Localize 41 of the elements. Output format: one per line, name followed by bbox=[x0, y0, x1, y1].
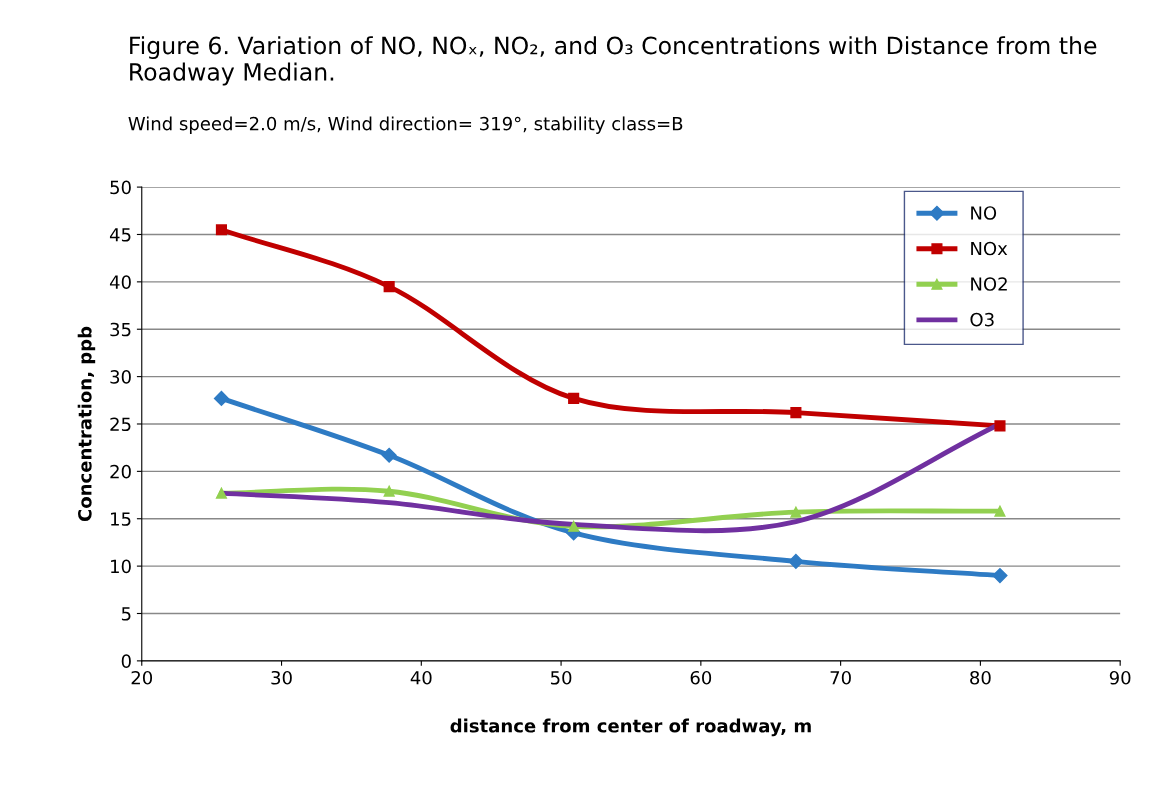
y-tick-label: 5 bbox=[121, 607, 131, 621]
y-tick-label: 45 bbox=[109, 228, 131, 242]
legend-label: O3 bbox=[970, 312, 994, 327]
point bbox=[383, 485, 395, 497]
y-tick-label: 25 bbox=[110, 417, 131, 432]
point bbox=[568, 392, 580, 404]
point bbox=[381, 447, 397, 463]
chart-title: Figure 6. Variation of NO, NOₓ, NO₂, and O₃ Concentrations with Distance from the Roadway Median. bbox=[130, 36, 1097, 86]
point bbox=[215, 224, 227, 236]
point bbox=[994, 505, 1006, 517]
point bbox=[568, 520, 580, 532]
point bbox=[215, 487, 227, 499]
point bbox=[994, 420, 1006, 432]
y-tick-label: 50 bbox=[110, 180, 131, 195]
y-tick-label: 30 bbox=[110, 370, 131, 384]
x-tick-label: 70 bbox=[830, 670, 851, 685]
y-tick-label: 20 bbox=[110, 464, 131, 479]
y-tick-label: 0 bbox=[121, 654, 131, 668]
x-tick-label: 30 bbox=[271, 670, 292, 685]
x-tick-label: 60 bbox=[690, 670, 712, 685]
y-tick-label: 15 bbox=[111, 512, 131, 526]
legend-label: NOx bbox=[971, 241, 1008, 256]
y-tick-label: 35 bbox=[110, 322, 131, 337]
point bbox=[790, 407, 802, 419]
chart-subtitle: Wind speed=2.0 m/s, Wind direction= 319°, stability class=B bbox=[128, 116, 683, 134]
point bbox=[790, 506, 802, 518]
point bbox=[213, 390, 230, 406]
x-tick-label: 40 bbox=[410, 670, 432, 685]
point bbox=[788, 553, 804, 569]
legend-label: NO bbox=[971, 206, 997, 220]
point bbox=[383, 281, 395, 293]
x-tick-label: 20 bbox=[131, 670, 153, 685]
x-axis-title: distance from center of roadway, m bbox=[450, 718, 811, 737]
y-axis-title: Concentration, ppb bbox=[77, 326, 96, 522]
legend-label: NO2 bbox=[971, 277, 1007, 291]
y-tick-label: 10 bbox=[111, 559, 131, 574]
x-tick-label: 90 bbox=[1109, 670, 1131, 685]
point bbox=[992, 568, 1008, 584]
x-tick-label: 50 bbox=[550, 670, 572, 685]
y-tick-label: 40 bbox=[109, 275, 131, 289]
x-tick-label: 80 bbox=[970, 670, 991, 685]
